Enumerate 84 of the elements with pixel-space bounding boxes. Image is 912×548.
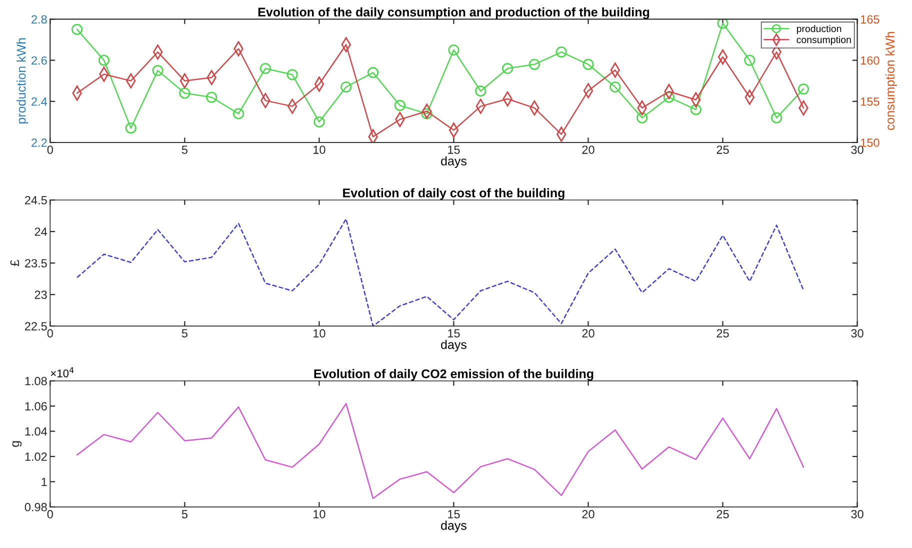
point	[72, 24, 83, 36]
y2-tick-label: 150	[860, 138, 880, 147]
point	[98, 54, 110, 66]
x-tick-label: 0	[47, 146, 53, 154]
x-tick-label: 10	[314, 146, 326, 154]
y-tick-label: 24	[34, 228, 48, 236]
y-axis-title: £	[10, 260, 20, 266]
point	[717, 19, 728, 29]
y-tick-label: 1.02	[25, 452, 47, 461]
y2-tick-label: 165	[860, 15, 880, 24]
y-tick-label: 24.5	[25, 196, 47, 204]
x-tick-label: 20	[582, 510, 594, 518]
legend-label: production	[796, 25, 842, 34]
x-tick-label: 30	[851, 510, 864, 518]
x-tick-label: 30	[851, 146, 864, 154]
point	[528, 58, 540, 70]
point	[286, 69, 298, 80]
y2-tick-label: 155	[860, 98, 880, 106]
point	[232, 108, 244, 120]
line-series	[76, 402, 804, 499]
point	[502, 62, 514, 74]
point	[314, 116, 325, 128]
point	[340, 81, 352, 93]
x-tick-label: 25	[716, 510, 729, 518]
point	[610, 81, 621, 93]
x-tick-label: 20	[582, 146, 594, 154]
y2-axis-title: consumption kWh	[885, 32, 897, 130]
y-tick-label: 1.06	[25, 402, 47, 410]
x-tick-label: 15	[448, 146, 460, 154]
x-tick-label: 5	[182, 146, 188, 154]
x-tick-label: 15	[448, 329, 460, 338]
y-tick-label: 22.5	[25, 322, 47, 330]
x-tick-label: 20	[582, 329, 594, 338]
point	[421, 108, 432, 120]
point	[152, 65, 164, 76]
chart-title: Evolution of daily CO2 emission of the building	[314, 369, 594, 381]
y-tick-label: 2.2	[32, 138, 47, 147]
chart-title: Evolution of the daily consumption and production of the building	[258, 7, 650, 20]
text: ×10$^{4}$	[50, 367, 74, 378]
point	[798, 83, 810, 95]
point	[556, 46, 567, 58]
x-tick-label: 10	[314, 329, 326, 338]
point	[690, 104, 702, 116]
point	[475, 86, 486, 97]
x-tick-label: 30	[851, 329, 864, 338]
y-tick-label: 1.04	[25, 427, 48, 436]
point	[367, 67, 379, 78]
x-tick-label: 0	[47, 329, 53, 338]
x-tick-label: 10	[314, 510, 326, 518]
x-axis-title: days	[441, 340, 466, 352]
chart-title: Evolution of daily cost of the building	[343, 188, 564, 200]
y-tick-label: 2.4	[32, 97, 48, 106]
point	[394, 100, 406, 112]
x-tick-label: 25	[716, 146, 729, 154]
point	[771, 112, 782, 124]
point	[125, 122, 136, 134]
y2-tick-label: 160	[860, 56, 880, 65]
x-axis-title: days	[441, 520, 466, 532]
point	[179, 88, 190, 99]
point	[744, 54, 756, 66]
x-tick-label: 5	[182, 510, 188, 518]
y-tick-label: 23	[34, 290, 47, 299]
y-tick-label: 0.98	[24, 502, 47, 512]
y-tick-label: 2.6	[32, 56, 47, 65]
y-tick-label: 2.8	[32, 15, 47, 24]
x-tick-label: 5	[182, 329, 188, 338]
y-tick-label: 1.08	[25, 376, 47, 386]
y-tick-label: 1	[42, 478, 47, 486]
x-tick-label: 0	[47, 510, 53, 518]
point	[368, 129, 378, 142]
point	[663, 92, 675, 103]
y-axis-title: production kWh	[16, 38, 28, 124]
y-tick-label: 23.5	[25, 259, 47, 268]
point	[582, 58, 594, 70]
point	[260, 62, 271, 74]
point	[206, 92, 218, 103]
line-series	[76, 218, 804, 326]
point	[448, 44, 460, 56]
x-tick-label: 15	[448, 510, 460, 518]
x-tick-label: 25	[716, 329, 729, 338]
x-axis-title: days	[441, 156, 466, 168]
point	[636, 112, 648, 124]
legend-label: consumption	[796, 36, 851, 46]
y-axis-title: g	[12, 441, 22, 447]
